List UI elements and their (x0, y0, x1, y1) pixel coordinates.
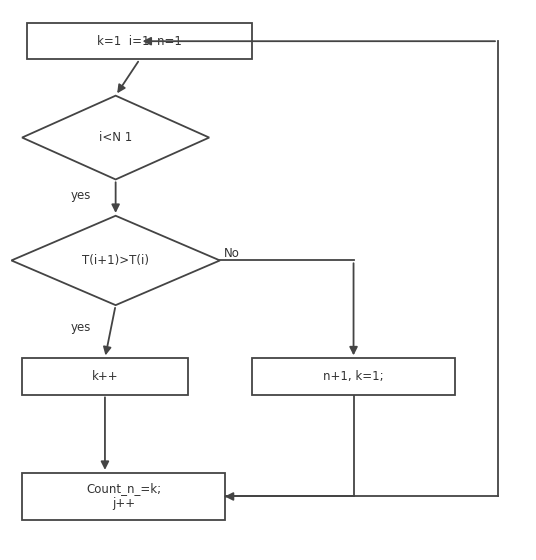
Text: Count_n_=k;
j++: Count_n_=k; j++ (86, 483, 161, 511)
Text: k++: k++ (92, 370, 118, 383)
Text: k=1  i=1  n=1: k=1 i=1 n=1 (97, 35, 182, 48)
Text: No: No (224, 247, 240, 260)
Text: T(i+1)>T(i): T(i+1)>T(i) (82, 254, 149, 267)
Text: yes: yes (70, 321, 91, 334)
Text: yes: yes (70, 189, 91, 202)
Text: i<N 1: i<N 1 (99, 131, 132, 144)
FancyBboxPatch shape (22, 473, 225, 520)
FancyBboxPatch shape (22, 358, 188, 394)
Polygon shape (11, 216, 220, 305)
Polygon shape (22, 96, 209, 179)
FancyBboxPatch shape (252, 358, 455, 394)
FancyBboxPatch shape (27, 23, 252, 59)
Text: n+1, k=1;: n+1, k=1; (323, 370, 384, 383)
